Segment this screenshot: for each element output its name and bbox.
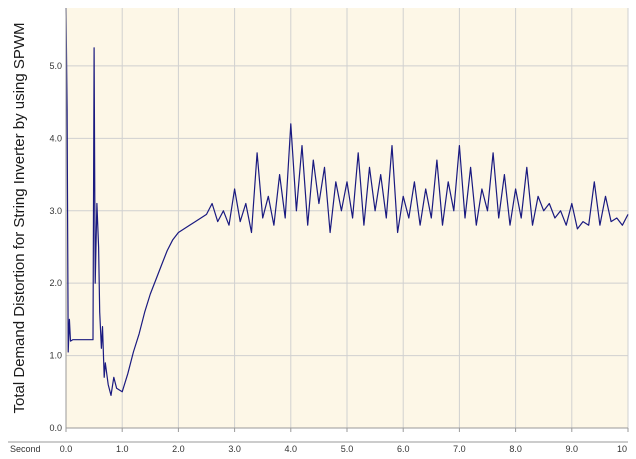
y-axis-ticks: 0.0 1.0 2.0 3.0 4.0 5.0 bbox=[49, 61, 62, 433]
x-tick-label: 6.0 bbox=[397, 444, 410, 454]
x-tick-label: 2.0 bbox=[172, 444, 185, 454]
x-tick-label: 3.0 bbox=[228, 444, 241, 454]
y-tick-label: 2.0 bbox=[49, 278, 62, 288]
x-tick-label: 10 bbox=[617, 444, 627, 454]
y-tick-label: 1.0 bbox=[49, 351, 62, 361]
series-line bbox=[65, 7, 629, 396]
x-axis-ticks: 0.0 1.0 2.0 3.0 4.0 5.0 6.0 7.0 8.0 9.0 10 bbox=[60, 428, 629, 454]
y-axis-title: Total Demand Distortion for String Inver… bbox=[11, 23, 28, 414]
y-tick-label: 4.0 bbox=[49, 133, 62, 143]
x-tick-label: 0.0 bbox=[60, 444, 73, 454]
y-tick-label: 0.0 bbox=[49, 423, 62, 433]
x-axis-unit-label: Second bbox=[10, 444, 41, 454]
y-tick-label: 3.0 bbox=[49, 206, 62, 216]
x-tick-label: 1.0 bbox=[116, 444, 129, 454]
x-tick-label: 9.0 bbox=[566, 444, 579, 454]
gridlines bbox=[65, 8, 629, 429]
series-layer bbox=[65, 7, 629, 396]
x-tick-label: 8.0 bbox=[509, 444, 522, 454]
x-tick-label: 5.0 bbox=[341, 444, 354, 454]
y-tick-label: 5.0 bbox=[49, 61, 62, 71]
x-tick-label: 4.0 bbox=[285, 444, 298, 454]
x-tick-label: 7.0 bbox=[453, 444, 466, 454]
